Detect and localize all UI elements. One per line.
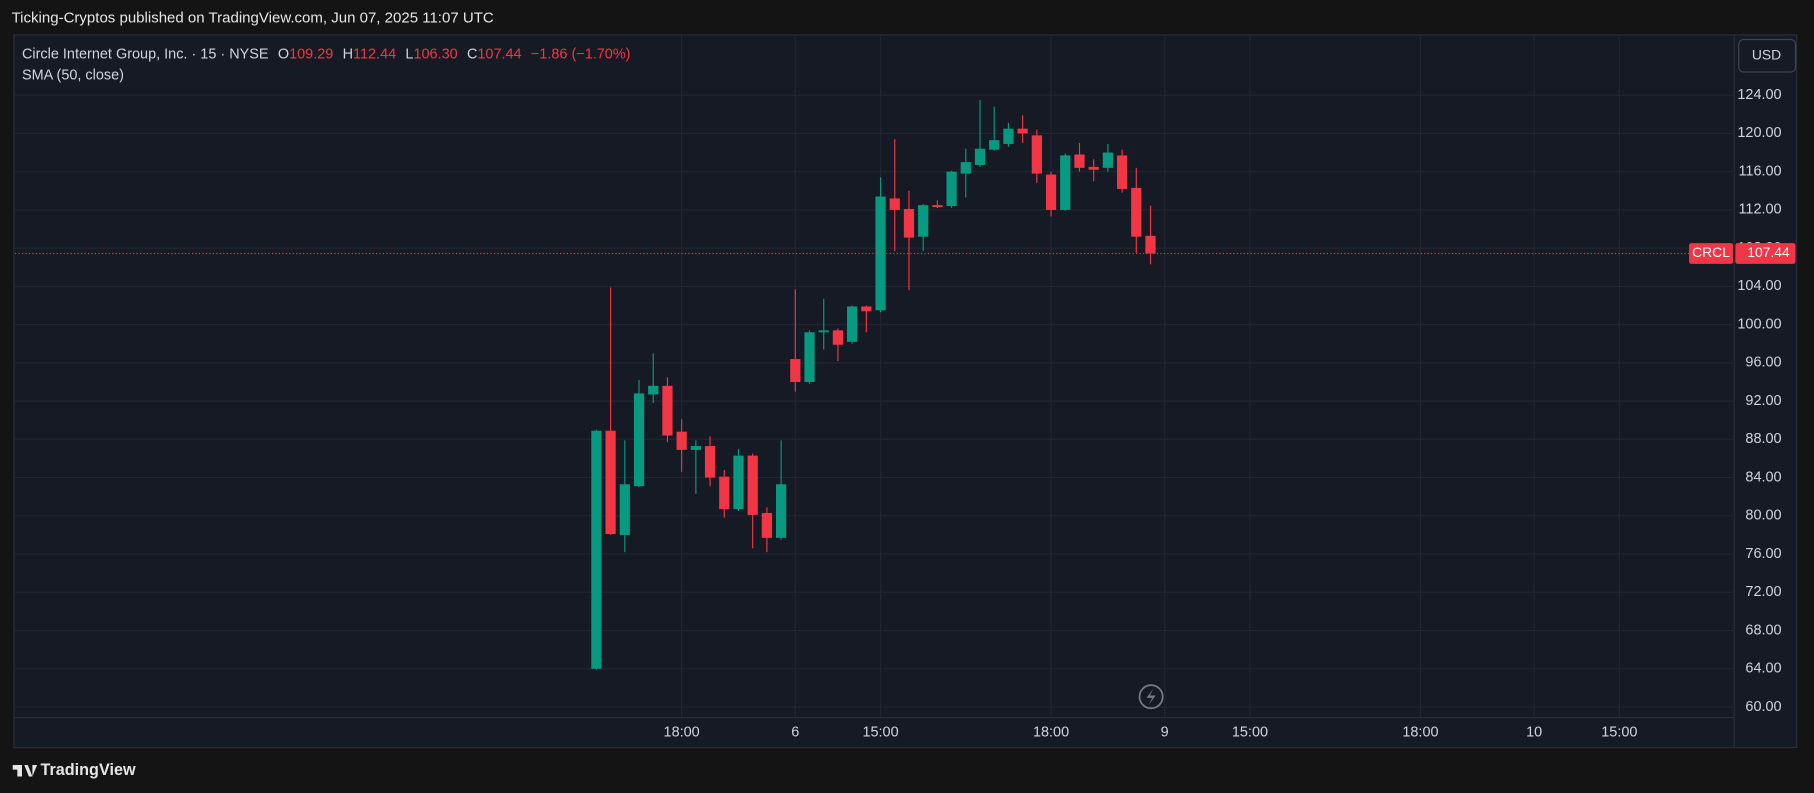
candle-body: [989, 140, 1000, 150]
chart-pane: [13, 34, 1798, 749]
y-tick-label: 88.00: [1745, 431, 1781, 447]
candle-body: [889, 198, 900, 210]
x-tick-label: 18:00: [664, 724, 700, 740]
candle-body: [1060, 155, 1071, 210]
candle-body: [903, 208, 915, 238]
ohlc-label: O: [278, 46, 289, 62]
candle-body: [605, 430, 616, 534]
candle-body: [633, 393, 645, 487]
x-tick-label: 9: [1161, 724, 1169, 740]
candle-body: [1003, 128, 1014, 144]
candle-body: [690, 446, 701, 450]
y-tick-label: 80.00: [1745, 508, 1781, 524]
candle-body: [1045, 174, 1057, 210]
candle-body: [946, 171, 957, 207]
candle-body: [818, 330, 829, 333]
last-price-label: 107.44: [1747, 244, 1790, 260]
y-tick-label: 92.00: [1745, 393, 1781, 409]
candle-body: [662, 385, 673, 436]
candle-body: [790, 359, 801, 382]
ohlc-value: 112.44: [353, 46, 396, 62]
candle-body: [832, 330, 844, 345]
candle-body: [591, 430, 602, 669]
candle-body: [733, 455, 744, 510]
logo-mark: [12, 764, 38, 777]
candle-body: [1031, 135, 1042, 174]
x-tick-label: 15:00: [1232, 724, 1268, 740]
candle-body: [676, 431, 687, 450]
x-tick-label: 18:00: [1033, 724, 1069, 740]
candle-body: [875, 196, 886, 311]
y-tick-label: 76.00: [1745, 546, 1781, 562]
y-tick-label: 104.00: [1737, 278, 1781, 294]
y-tick-label: 116.00: [1738, 163, 1781, 179]
replay-icon[interactable]: [1138, 684, 1164, 710]
candle-body: [804, 332, 815, 382]
candles: CRCL 107.44: [15, 99, 1796, 670]
y-tick-label: 124.00: [1737, 87, 1781, 103]
candle-body: [704, 446, 716, 478]
brand: TradingView: [40, 761, 135, 779]
candle-body: [719, 476, 730, 510]
candle-body: [861, 306, 872, 312]
candle-body: [1088, 166, 1099, 170]
ohlc-value: 109.29: [289, 46, 333, 62]
candle-body: [775, 484, 787, 538]
candle-body: [1131, 187, 1142, 237]
y-tick-label: 72.00: [1745, 584, 1781, 600]
y-tick-label: 120.00: [1737, 125, 1781, 141]
candle-body: [847, 306, 858, 342]
candle-body: [648, 385, 659, 395]
y-tick-label: 64.00: [1745, 661, 1781, 677]
symbol-header: Circle Internet Group, Inc. · 15 · NYSE O…: [22, 46, 631, 62]
candle-body: [747, 455, 758, 515]
candle-body: [918, 205, 929, 237]
candle-body: [1116, 155, 1128, 189]
ohlc-value: 106.30: [413, 46, 457, 62]
currency: USD: [1752, 46, 1781, 62]
candle-body: [761, 512, 773, 538]
last-price-tag: [1735, 243, 1796, 264]
ohlc-label: C: [467, 46, 477, 62]
candle-body: [1074, 154, 1085, 168]
ohlc-value: 107.44: [477, 46, 521, 62]
candle-body: [960, 162, 971, 174]
x-tick-label: 6: [791, 724, 799, 740]
y-tick-label: 112.00: [1738, 202, 1781, 218]
symbol-info: Circle Internet Group, Inc. · 15 · NYSE: [22, 46, 269, 62]
y-tick-label: 100.00: [1737, 316, 1781, 332]
x-tick-label: 15:00: [862, 724, 898, 740]
candle-body: [1102, 152, 1113, 168]
symbol-tag: [1689, 243, 1734, 264]
publisher: Ticking-Cryptos published on TradingView…: [12, 10, 494, 27]
x-tick-label: 10: [1526, 724, 1542, 740]
change: −1.86 (−1.70%): [531, 46, 631, 62]
grid: 60.00 64.00 68.00 72.00 76.00 80.00 84.00 88.00…: [13, 34, 1782, 748]
indicator: SMA (50, close): [22, 67, 124, 83]
ohlc-label: L: [405, 46, 413, 62]
candle-body: [974, 148, 986, 165]
ohlc-label: H: [343, 46, 353, 62]
y-tick-label: 84.00: [1745, 469, 1781, 485]
candle-body: [619, 484, 630, 535]
y-tick-label: 60.00: [1745, 699, 1781, 715]
y-tick-label: 96.00: [1745, 355, 1781, 371]
replay-icon-bolt: [1146, 688, 1156, 705]
candle-body: [932, 205, 943, 208]
x-tick-label: 18:00: [1402, 724, 1438, 740]
candle-body: [1145, 235, 1156, 254]
symbol-tag-label: CRCL: [1692, 244, 1730, 260]
y-tick-label: 68.00: [1745, 622, 1781, 638]
candle-body: [1017, 128, 1028, 134]
currency-button[interactable]: [1738, 39, 1797, 73]
brand-logo: [12, 764, 38, 777]
x-tick-label: 15:00: [1601, 724, 1637, 740]
